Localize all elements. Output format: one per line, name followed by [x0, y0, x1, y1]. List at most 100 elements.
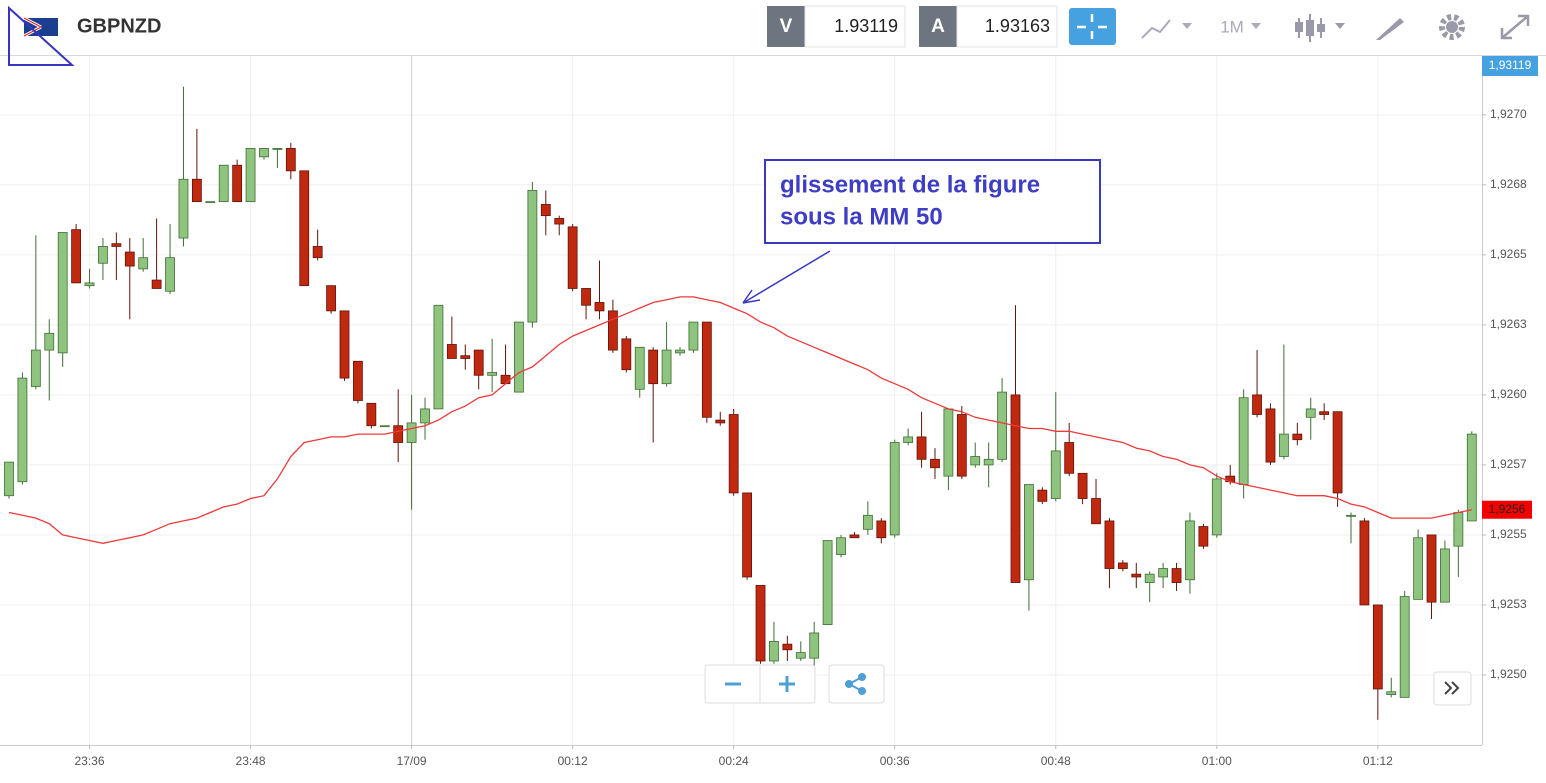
candle-body — [701, 321, 712, 418]
candle-body — [876, 520, 887, 539]
crosshair-button[interactable] — [1069, 8, 1116, 45]
share-icon-dot — [858, 673, 866, 681]
candle-body — [567, 226, 578, 289]
candle-body — [1453, 512, 1464, 547]
candles — [4, 86, 1477, 720]
y-tick-label: 1,9250 — [1490, 667, 1527, 681]
ask-label: A — [931, 16, 945, 37]
settings-icon[interactable] — [1439, 14, 1465, 40]
candle-body — [124, 251, 135, 267]
y-tick-label: 1,9257 — [1490, 457, 1527, 471]
candle-body — [1158, 568, 1169, 578]
candle-body — [1024, 484, 1034, 581]
period[interactable]: 1M — [1220, 17, 1244, 36]
candle-body — [849, 534, 860, 539]
candle-body — [1359, 520, 1370, 606]
candle-body — [98, 246, 108, 264]
bid-label-box[interactable] — [767, 6, 805, 47]
x-tick-label: 00:12 — [558, 754, 588, 768]
candle-body — [111, 243, 122, 247]
candle-body — [1211, 478, 1222, 536]
candle-body — [1265, 408, 1276, 463]
candle-body — [903, 436, 914, 443]
candle-body — [581, 288, 591, 306]
annotation-box — [764, 159, 1101, 244]
candle-body — [487, 372, 498, 376]
x-tick-label: 01:00 — [1202, 754, 1232, 768]
settings-icon-core — [1446, 21, 1458, 33]
dropdown-arrow — [1251, 23, 1261, 29]
annotation-text: glissement de la figure — [780, 171, 1040, 198]
candle-body — [956, 414, 967, 477]
candle-body — [1466, 433, 1477, 522]
y-tick-label: 1,9265 — [1490, 247, 1527, 261]
candle-body — [446, 344, 457, 359]
candle-body — [71, 229, 81, 284]
indicator-icon[interactable] — [1141, 19, 1171, 39]
candle-body — [916, 436, 927, 460]
scroll-end-icon — [1444, 681, 1460, 695]
candle-body — [930, 458, 940, 469]
candle-body — [420, 408, 430, 424]
candle-body — [460, 355, 471, 359]
bid-label: V — [780, 16, 793, 37]
candle-body — [1010, 394, 1021, 583]
candle-body — [1305, 408, 1316, 418]
x-tick-label: 01:12 — [1363, 754, 1393, 768]
candle-body — [272, 148, 283, 150]
candle-body — [433, 304, 444, 410]
candle-body — [1077, 472, 1088, 499]
candle-body — [540, 204, 551, 217]
y-tick-label: 1,9263 — [1490, 317, 1527, 331]
fullscreen-icon[interactable] — [1500, 14, 1530, 40]
candle-body — [1064, 442, 1075, 474]
candle-body — [514, 321, 524, 393]
candle-body — [822, 540, 833, 625]
x-tick-label: 00:48 — [1041, 754, 1071, 768]
candle-body — [769, 640, 779, 662]
candle-body — [594, 302, 605, 312]
candle-body — [728, 414, 739, 494]
draw-icon[interactable] — [1376, 18, 1404, 40]
scroll-end-button[interactable] — [1433, 671, 1472, 706]
candle-body — [1346, 514, 1356, 517]
chart-type-icon-body — [1306, 20, 1314, 36]
x-tick-label: 17/09 — [397, 754, 427, 768]
candle-body — [943, 408, 954, 477]
chart-type-icon-body — [1295, 22, 1303, 32]
candle-body — [1117, 562, 1128, 569]
candle-body — [165, 257, 175, 292]
moving-average-tag-label: 1,9256 — [1489, 502, 1526, 516]
candle-body — [84, 282, 95, 287]
x-tick-label: 00:24 — [719, 754, 749, 768]
x-tick-label: 23:48 — [236, 754, 266, 768]
candle-body — [554, 218, 565, 225]
candle-body — [138, 257, 149, 270]
candle-body — [17, 377, 28, 483]
candle-body — [715, 419, 726, 424]
candle-body — [245, 148, 256, 203]
zoom-in[interactable] — [779, 676, 795, 692]
flag-cross-red — [23, 17, 42, 37]
candle-body — [1332, 411, 1343, 494]
share-icon-dot — [858, 687, 866, 695]
current-price: 1,93119 — [1489, 58, 1532, 72]
candle-body — [755, 584, 766, 662]
candle-body — [366, 402, 377, 427]
bid-box[interactable] — [804, 5, 906, 48]
symbol: GBPNZD — [77, 15, 161, 37]
candle-body — [648, 349, 659, 385]
share-button[interactable] — [828, 664, 885, 704]
candle-body — [30, 349, 41, 387]
candle-body — [285, 148, 296, 172]
candle-body — [178, 178, 189, 239]
candle-body — [1413, 537, 1423, 600]
candle-body — [1252, 394, 1262, 415]
crosshair-icon — [1077, 14, 1107, 39]
candle-body — [473, 349, 484, 376]
ask-label-box[interactable] — [919, 6, 957, 47]
candle-body — [527, 190, 538, 323]
ask-box[interactable] — [956, 5, 1058, 48]
candle-body — [205, 201, 216, 204]
candle-body — [1104, 520, 1115, 569]
